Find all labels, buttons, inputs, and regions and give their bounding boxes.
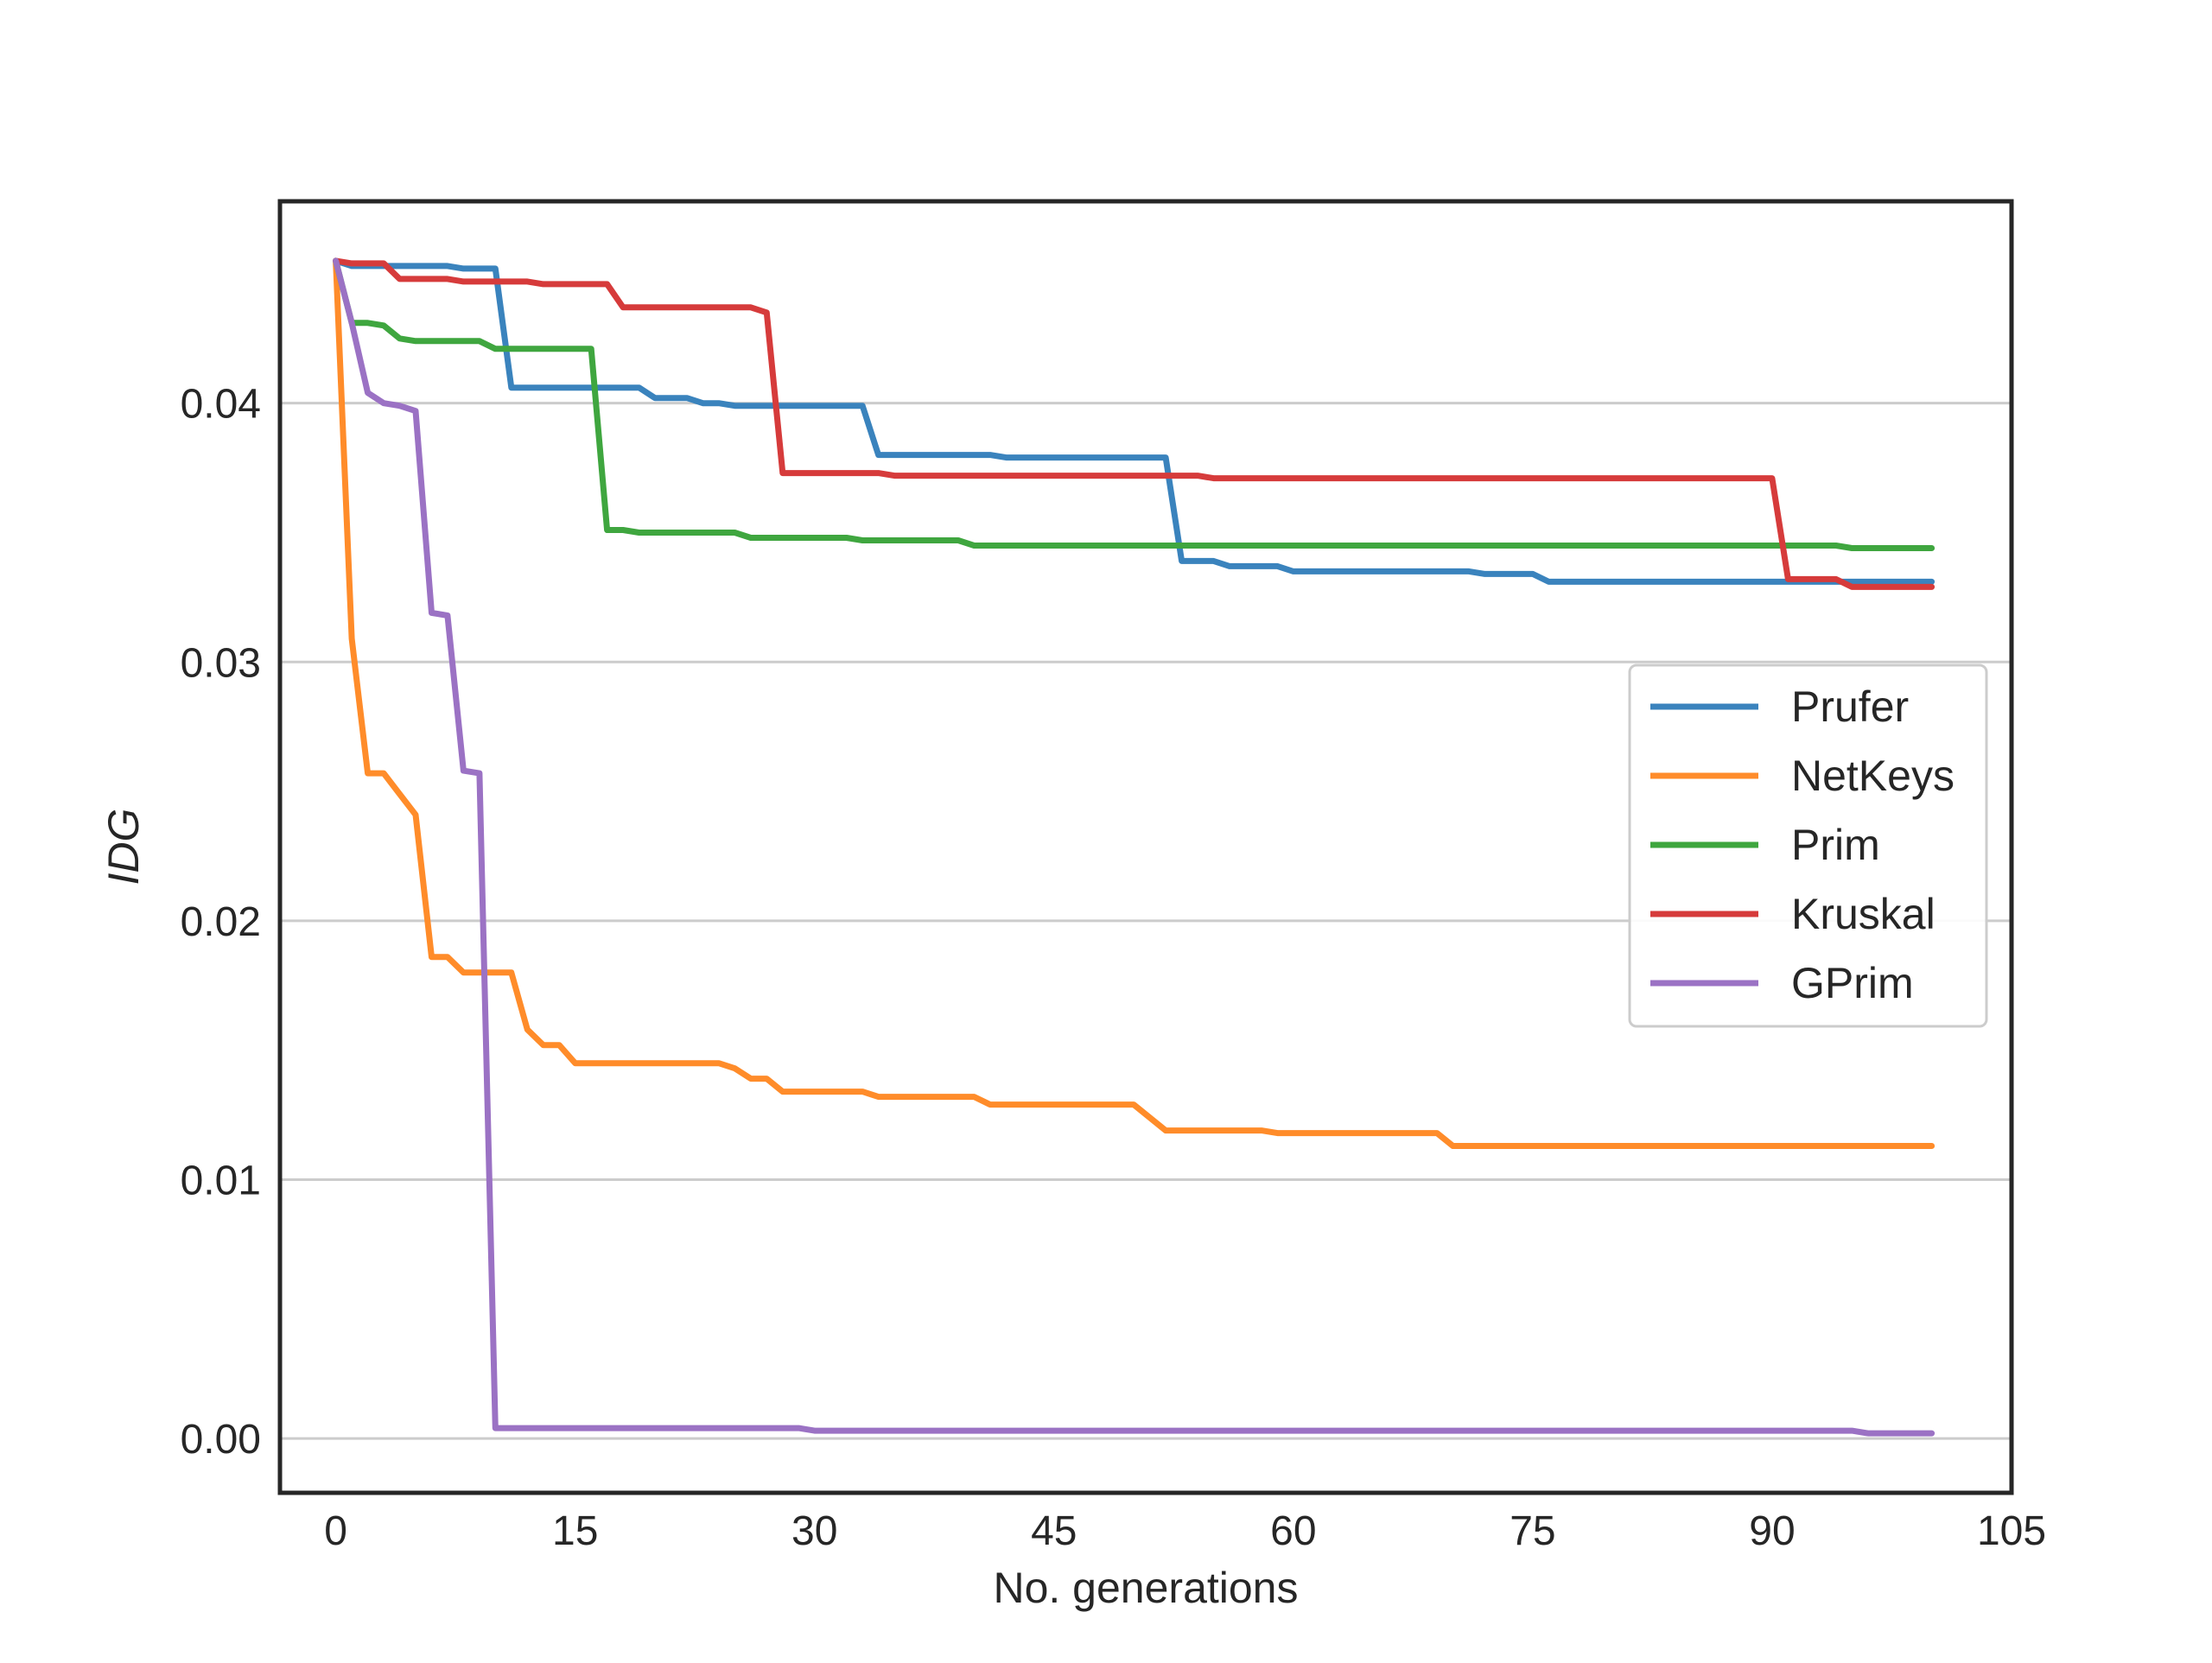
x-axis-ticks: 0 15 30 45 60 75 90 105 (324, 1508, 2046, 1554)
x-tick-label: 105 (1977, 1508, 2046, 1554)
legend-label-prim: Prim (1791, 821, 1880, 869)
legend-label-prufer: Prufer (1791, 682, 1909, 731)
x-tick-label: 75 (1510, 1508, 1555, 1554)
legend-label-gprim: GPrim (1791, 959, 1914, 1007)
x-tick-label: 0 (324, 1508, 347, 1554)
y-tick-label: 0.02 (181, 899, 261, 945)
legend-label-kruskal: Kruskal (1791, 890, 1936, 938)
x-tick-label: 60 (1270, 1508, 1316, 1554)
series-line-netkeys (333, 257, 1936, 1149)
series-line-kruskal (333, 257, 1936, 590)
series-line-gprim (333, 257, 1936, 1437)
y-tick-label: 0.03 (181, 640, 261, 686)
y-axis-ticks: 0.00 0.01 0.02 0.03 0.04 (181, 382, 261, 1463)
x-tick-label: 30 (791, 1508, 837, 1554)
series-line-prufer (333, 257, 1936, 585)
x-tick-label: 15 (552, 1508, 598, 1554)
x-tick-label: 90 (1749, 1508, 1795, 1554)
series-lines (333, 257, 1936, 1437)
legend-box (1628, 663, 1988, 1028)
y-tick-label: 0.00 (181, 1417, 261, 1463)
series-line-prim (333, 257, 1936, 551)
y-axis-label: IDG (99, 809, 148, 885)
x-axis-label: No. generations (993, 1564, 1298, 1612)
plot-frame (277, 199, 2014, 1495)
legend-entries: Prufer NetKeys Prim Kruskal GPrim (1650, 682, 1955, 1007)
legend-label-netkeys: NetKeys (1791, 752, 1955, 800)
x-tick-label: 45 (1031, 1508, 1077, 1554)
y-tick-label: 0.04 (181, 382, 261, 428)
legend: Prufer NetKeys Prim Kruskal GPrim (1628, 663, 1988, 1028)
y-tick-label: 0.01 (181, 1158, 261, 1203)
